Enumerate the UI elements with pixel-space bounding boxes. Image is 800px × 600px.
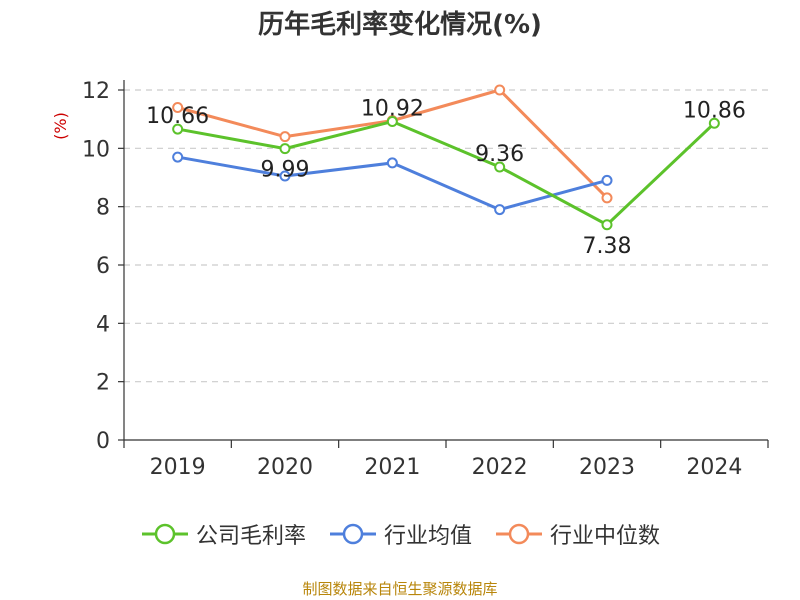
legend-label: 行业中位数 (550, 524, 661, 549)
data-point (172, 123, 184, 135)
data-point (708, 117, 720, 129)
data-label: 7.38 (583, 234, 632, 259)
legend-item-0[interactable]: 公司毛利率 (140, 518, 306, 550)
data-point (494, 84, 506, 96)
legend[interactable]: 公司毛利率 行业均值 行业中位数 (0, 518, 800, 550)
data-point (601, 174, 613, 186)
legend-marker-icon (141, 523, 188, 545)
x-tick-label: 2022 (472, 455, 528, 480)
y-tick-label: 8 (96, 196, 110, 221)
legend-label: 行业均值 (383, 524, 472, 549)
y-axis-label: (%) (51, 112, 70, 140)
data-point (494, 204, 506, 216)
y-tick-label: 4 (96, 312, 110, 337)
x-tick-label: 2021 (364, 455, 420, 480)
source-note: 制图数据来自恒生聚源数据库 (302, 580, 498, 598)
data-point (279, 131, 291, 143)
x-tick-label: 2023 (579, 455, 635, 480)
y-tick-label: 2 (96, 371, 110, 396)
legend-marker-icon (329, 523, 376, 545)
data-labels: 10.66 9.99 10.92 9.36 7.38 10.86 (146, 97, 746, 259)
legend-item-1[interactable]: 行业均值 (328, 518, 472, 550)
data-label: 10.66 (146, 104, 209, 129)
legend-marker-icon (496, 523, 542, 545)
data-point (386, 116, 398, 127)
data-point (386, 157, 398, 169)
x-tick-label: 2024 (686, 455, 742, 480)
data-point (601, 219, 613, 231)
series-layer (172, 84, 720, 231)
data-label: 9.99 (261, 158, 310, 183)
data-point (601, 192, 613, 204)
legend-label: 公司毛利率 (195, 524, 306, 549)
x-tick-label: 2019 (150, 455, 206, 480)
y-tick-label: 6 (96, 254, 110, 279)
data-point (172, 151, 184, 163)
grid-lines (124, 89, 768, 383)
data-point (172, 102, 184, 113)
data-label: 10.92 (361, 97, 424, 122)
legend-item-2[interactable]: 行业中位数 (494, 518, 660, 550)
y-tick-label: 12 (82, 79, 110, 104)
data-point (279, 170, 291, 182)
data-point (279, 143, 291, 155)
x-tick-label: 2020 (257, 455, 313, 480)
chart-title: 历年毛利率变化情况(%) (258, 10, 542, 40)
y-tick-label: 0 (96, 429, 110, 454)
data-point (494, 161, 506, 173)
series-line-0 (177, 120, 716, 227)
data-label: 10.86 (683, 98, 746, 123)
axes: 0 2 4 6 8 10 12 2019 2020 2021 2022 2023 2024 (82, 79, 769, 480)
data-label: 9.36 (475, 142, 524, 167)
y-tick-label: 10 (82, 137, 110, 162)
